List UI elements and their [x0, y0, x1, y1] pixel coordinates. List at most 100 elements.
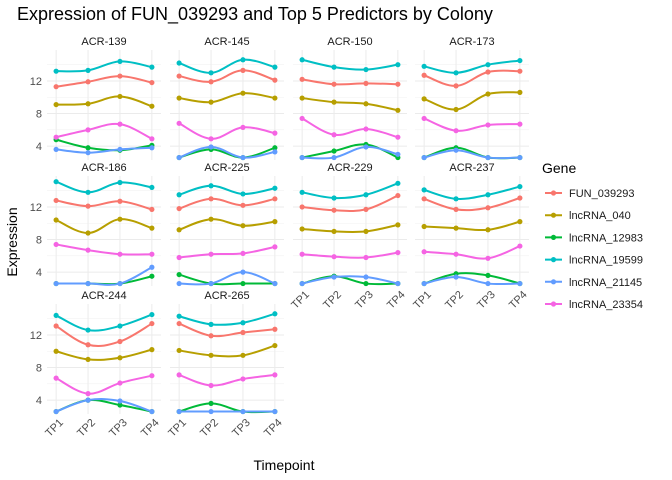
series-lncrna_21145 — [299, 144, 401, 161]
data-point — [421, 249, 427, 255]
data-point — [208, 280, 214, 287]
data-point — [208, 352, 214, 358]
series-line — [424, 245, 521, 260]
y-tick-label: 12 — [30, 76, 42, 88]
data-point — [299, 251, 305, 257]
data-point — [299, 57, 305, 63]
legend-entry-lncrna_21145: lncRNA_21145 — [545, 277, 642, 289]
series-line — [178, 122, 276, 140]
data-point — [240, 320, 246, 326]
data-point — [453, 274, 459, 280]
facet-label: ACR-145 — [204, 36, 249, 48]
data-point — [53, 280, 59, 287]
data-point — [331, 64, 337, 70]
data-point — [299, 189, 305, 195]
series-lncrna_23354 — [53, 373, 155, 397]
data-point — [363, 66, 369, 73]
data-point — [395, 280, 401, 287]
gridlines — [415, 50, 529, 160]
data-point — [299, 280, 305, 287]
data-point — [395, 107, 401, 113]
panel-acr-150: ACR-150 — [293, 36, 407, 161]
data-point — [421, 63, 427, 69]
series-line — [302, 223, 399, 234]
series-line — [178, 146, 276, 159]
legend-label: lncRNA_040 — [569, 210, 631, 222]
data-point — [331, 154, 337, 161]
data-point — [363, 228, 369, 235]
data-point — [149, 225, 155, 231]
data-point — [331, 81, 337, 87]
legend-entry-lncrna_23354: lncRNA_23354 — [545, 299, 643, 311]
series-fun_039293 — [53, 197, 155, 213]
panel-acr-237: ACR-237 TP1 TP2 TP3 TP4 — [411, 162, 530, 312]
data-point — [240, 67, 246, 73]
series-fun_039293 — [53, 73, 155, 90]
series-line — [178, 92, 276, 104]
facet-label: ACR-265 — [204, 290, 249, 302]
series-lncrna_23354 — [421, 243, 523, 261]
data-point — [517, 121, 523, 127]
data-point — [363, 80, 369, 87]
series-line — [56, 146, 152, 154]
data-point — [331, 99, 337, 105]
data-point — [53, 348, 59, 354]
x-tick-label: TP2 — [321, 289, 344, 312]
data-point — [176, 280, 182, 287]
series-fun_039293 — [299, 76, 401, 87]
data-point — [240, 376, 246, 382]
data-point — [363, 206, 369, 213]
data-point — [176, 271, 182, 278]
series-line — [56, 266, 153, 286]
data-point — [149, 320, 155, 327]
data-point — [421, 280, 427, 287]
series-lncrna_19599 — [53, 179, 155, 195]
data-point — [299, 154, 305, 161]
data-point — [272, 64, 278, 70]
data-point — [53, 179, 59, 185]
data-point — [299, 226, 305, 232]
data-point — [208, 196, 214, 202]
legend-key-point — [550, 234, 557, 240]
gridlines — [293, 50, 407, 160]
series-line — [55, 180, 153, 194]
data-point — [272, 244, 278, 250]
data-point — [53, 375, 59, 381]
data-point — [363, 126, 369, 132]
y-tick-label: 8 — [36, 109, 42, 121]
data-point — [363, 254, 369, 261]
data-point — [117, 198, 123, 204]
facet-label: ACR-150 — [327, 36, 372, 48]
data-point — [117, 251, 123, 257]
y-tick-label: 4 — [36, 141, 42, 153]
x-tick-label: TP3 — [107, 417, 130, 440]
series-line — [424, 220, 521, 232]
data-point — [517, 280, 523, 287]
series-lncrna_19599 — [176, 183, 278, 198]
data-point — [363, 144, 369, 150]
series-line — [302, 251, 399, 259]
series-lncrna_040 — [53, 93, 155, 109]
data-point — [85, 79, 91, 85]
data-point — [117, 93, 123, 100]
series-lncrna_040 — [176, 216, 278, 233]
facet-label: ACR-139 — [81, 36, 126, 48]
legend-entry-lncrna_19599: lncRNA_19599 — [545, 255, 643, 267]
data-point — [395, 249, 401, 256]
series-lncrna_19599 — [53, 311, 155, 333]
series-line — [178, 69, 276, 83]
data-point — [395, 81, 401, 87]
data-point — [53, 323, 59, 329]
series-lncrna_040 — [53, 216, 155, 236]
series-lncrna_23354 — [299, 115, 401, 140]
panel-acr-139: ACR-139 4 8 12 — [30, 36, 161, 160]
series-line — [179, 271, 276, 286]
data-point — [176, 154, 182, 161]
data-point — [485, 91, 491, 97]
legend-label: lncRNA_19599 — [569, 255, 643, 267]
series-line — [55, 122, 153, 140]
chart-title: Expression of FUN_039293 and Top 5 Predi… — [17, 4, 493, 25]
data-point — [85, 189, 91, 195]
facet-panels: ACR-139 4 8 12 ACR-145 ACR-150 ACR-173 ACR-186 4… — [30, 36, 530, 440]
facet-label: ACR-244 — [81, 290, 126, 302]
